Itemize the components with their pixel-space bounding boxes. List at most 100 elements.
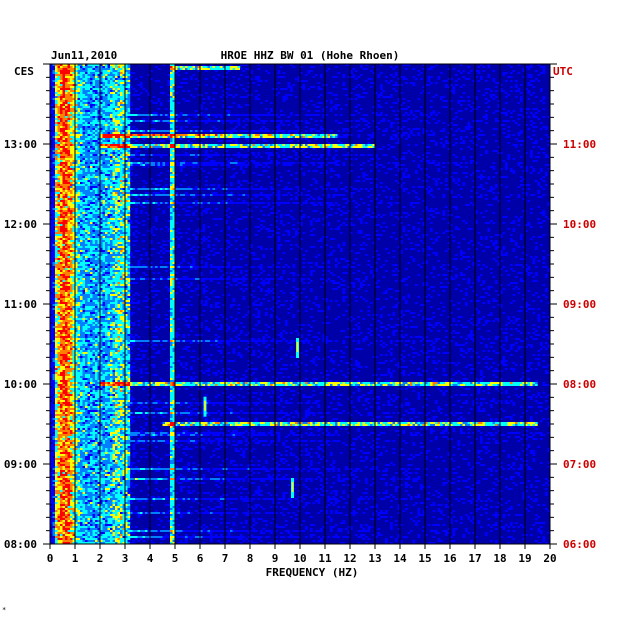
heat-cell [542,176,546,178]
heat-cell [442,122,446,124]
heat-cell [170,116,173,118]
heat-cell [92,144,96,146]
heat-cell [297,126,301,128]
heat-cell [80,140,83,142]
heat-cell [92,194,96,196]
heat-cell [255,164,258,166]
heat-cell [170,110,173,112]
heat-cell [102,64,106,66]
heat-cell [92,74,96,76]
heat-cell [132,194,136,196]
heat-cell [325,172,328,174]
heat-cell [300,66,303,68]
heat-cell [537,80,541,82]
heat-cell [290,88,293,90]
heat-cell [377,148,381,150]
heat-cell [220,144,223,146]
heat-cell [105,170,108,172]
heat-cell [370,86,373,88]
heat-cell [362,120,366,122]
heat-cell [282,76,286,78]
heat-cell [310,154,313,156]
heat-cell [175,136,178,138]
heat-cell [170,144,173,146]
heat-cell [525,192,528,194]
heat-cell [312,128,316,130]
heat-cell [82,158,86,160]
heat-cell [115,182,118,184]
heat-cell [322,114,326,116]
heat-cell [502,108,506,110]
heat-cell [422,186,426,188]
heat-cell [52,198,56,200]
heat-cell [117,162,121,164]
heat-cell [112,82,116,84]
heat-cell [320,146,323,148]
heat-cell [230,146,233,148]
heat-cell [130,108,133,110]
heat-cell [182,180,186,182]
heat-cell [300,134,303,136]
heat-cell [275,164,278,166]
heat-cell [157,114,161,116]
heat-cell [485,142,488,144]
heat-cell [125,176,128,178]
heat-cell [60,138,63,140]
heat-cell [92,124,96,126]
heat-cell [85,128,88,130]
heat-cell [170,134,173,136]
heat-cell [57,100,61,102]
heat-cell [485,114,488,116]
heat-cell [367,144,371,146]
heat-cell [322,144,326,146]
heat-cell [197,144,201,146]
heat-cell [212,162,216,164]
heat-cell [150,160,153,162]
heat-cell [460,136,463,138]
heat-cell [70,78,73,80]
heat-cell [275,162,278,164]
heat-cell [85,188,88,190]
heat-cell [300,72,303,74]
heat-cell [230,184,233,186]
heat-cell [237,198,241,200]
heat-cell [122,122,126,124]
heat-cell [225,96,228,98]
heat-cell [377,94,381,96]
heat-cell [347,144,351,146]
heat-cell [310,118,313,120]
heat-cell [107,174,111,176]
heat-cell [172,180,176,182]
heat-cell [285,194,288,196]
heat-cell [72,78,76,80]
heat-cell [230,120,233,122]
heat-cell [182,146,186,148]
heat-cell [387,148,391,150]
heat-cell [415,196,418,198]
heat-cell [60,192,63,194]
heat-cell [80,198,83,200]
heat-cell [122,150,126,152]
heat-cell [137,84,141,86]
heat-cell [477,120,481,122]
heat-cell [172,112,176,114]
heat-cell [127,100,131,102]
heat-cell [67,78,71,80]
heat-cell [332,134,336,136]
heat-cell [107,152,111,154]
heat-cell [250,130,253,132]
heat-cell [407,106,411,108]
heat-cell [195,146,198,148]
heat-cell [85,80,88,82]
heat-cell [290,198,293,200]
heat-cell [115,140,118,142]
heat-cell [92,172,96,174]
heat-cell [215,154,218,156]
heat-cell [202,196,206,198]
heat-cell [82,152,86,154]
heat-cell [55,162,58,164]
heat-cell [67,82,71,84]
heat-cell [107,114,111,116]
heat-cell [85,84,88,86]
heat-cell [115,88,118,90]
